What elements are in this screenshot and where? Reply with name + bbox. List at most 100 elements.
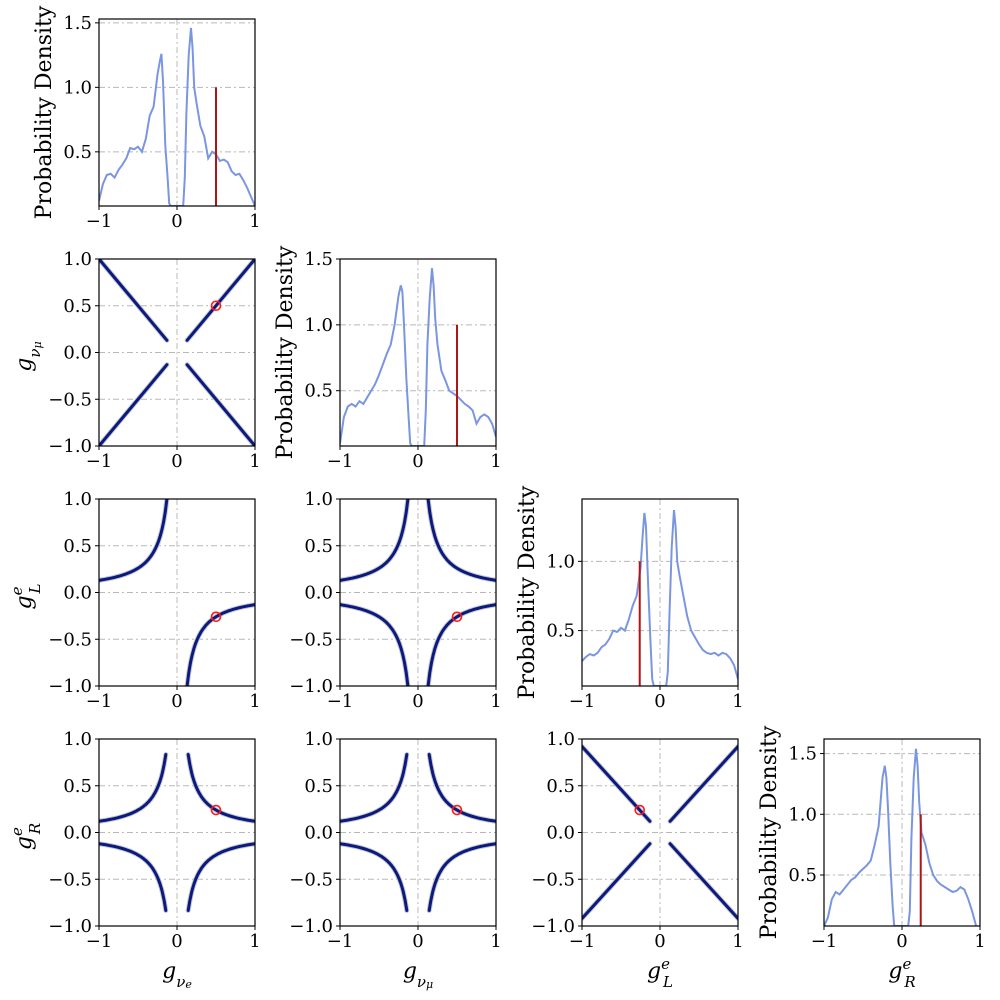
ytick-label: 1.0 [63,249,92,270]
posterior-curve [426,603,496,686]
posterior-curve [99,259,169,342]
xtick-label: 1 [732,931,743,952]
xtick-label: 0 [171,451,182,472]
xtick-label: 1 [732,691,743,712]
xtick-label: −1 [569,931,596,952]
ytick-label: −0.5 [48,629,92,650]
ytick-label: 0.5 [63,142,92,163]
label-base: g [12,595,37,609]
panel-gnue-vs-gRe: −1.0 −0.5 0.0 0.5 1.0 −1 0 1 geR [8,729,261,952]
posterior-curve [185,363,255,446]
ytick-label: 1.0 [546,729,575,750]
ytick-label: 0.5 [304,776,333,797]
ytick-label: 1.5 [304,249,333,270]
panel-gLe-vs-gRe: −1.0 −0.5 0.0 0.5 1.0 −1 0 1 [531,729,743,952]
posterior-curve [340,499,410,582]
label-sup: e [902,955,911,973]
label-base: g [12,358,37,372]
xtick-label: −1 [86,931,113,952]
gRe-axis-label: geR [8,823,44,850]
ytick-label: 0.5 [546,776,575,797]
ytick-label: −1.0 [531,916,575,937]
kde-curve [99,27,255,206]
ytick-label: 1.5 [63,13,92,34]
ytick-label: 1.5 [788,744,817,765]
posterior-spread [340,602,411,686]
xtick-label: −1 [811,931,838,952]
ytick-label: 1.0 [546,551,575,572]
truth-marker [451,804,463,816]
xtick-label: −1 [327,931,354,952]
ytick-label: 0.0 [546,823,575,844]
ytick-label: 1.0 [63,489,92,510]
ytick-label: 1.0 [788,804,817,825]
xtick-label: 1 [249,211,260,232]
truth-marker [210,300,222,312]
gnumu-axis-label: gνμ [403,959,433,991]
ytick-label: 1.0 [63,77,92,98]
label-sub: ν [417,973,426,991]
ytick-label: 1.0 [304,489,333,510]
label-sub: R [903,973,915,991]
xtick-label: −1 [327,691,354,712]
ytick-label: 0.0 [304,583,333,604]
xtick-label: 1 [249,691,260,712]
posterior-curve [582,842,652,920]
panel-gnue-vs-gnumu: −1.0 −0.5 0.0 0.5 1.0 −1 0 1 gνμ [12,249,261,472]
posterior-spread [340,499,411,583]
posterior-curve [340,603,410,686]
ytick-label: 0.0 [63,583,92,604]
ytick-label: 0.5 [304,381,333,402]
kde-curve [824,748,978,926]
truth-marker [210,804,222,816]
panel-diag-gnue: 0.5 1.0 1.5 −1 0 1 Probability Density [32,5,261,232]
xtick-label: −1 [569,691,596,712]
posterior-curve [99,842,168,912]
ytick-label: −1.0 [289,916,333,937]
ytick-label: −1.0 [48,916,92,937]
xtick-label: 0 [412,451,423,472]
ytick-label: 1.0 [304,315,333,336]
posterior-curve [99,499,169,582]
xtick-label: 1 [249,931,260,952]
diag-ylabel: Probability Density [757,725,782,939]
xtick-label: 1 [490,931,501,952]
label-subsub: μ [31,341,44,348]
xtick-label: 0 [654,931,665,952]
posterior-curve [186,753,255,823]
label-base: g [12,836,37,850]
xtick-label: −1 [86,451,113,472]
xtick-label: 0 [896,931,907,952]
label-sup: e [8,827,26,836]
panel-diag-gRe: 0.5 1.0 1.5 −1 0 1 Probability Density [757,725,986,952]
ytick-label: −0.5 [48,389,92,410]
label-sub: ν [26,348,44,357]
posterior-curve [582,745,652,823]
ytick-label: 0.0 [63,343,92,364]
gnue-axis-label: gνe [162,959,192,991]
xtick-label: 0 [654,691,665,712]
posterior-spread [99,499,170,583]
panel-diag-gnumu: 0.5 1.0 1.5 −1 0 1 Probability Density [273,245,502,472]
ytick-label: 0.0 [304,823,333,844]
xtick-label: 1 [249,451,260,472]
xtick-label: −1 [327,451,354,472]
posterior-curve [340,842,409,912]
panel-gnumu-vs-gLe: −1.0 −0.5 0.0 0.5 1.0 −1 0 1 [289,489,501,712]
ytick-label: 0.5 [304,536,333,557]
ytick-label: 1.0 [63,729,92,750]
diag-ylabel: Probability Density [32,5,57,219]
panel-diag-gLe: 0.5 1.0 −1 0 1 Probability Density [515,485,744,712]
posterior-curve [668,745,738,823]
xtick-label: 0 [412,931,423,952]
label-subsub: μ [426,978,433,991]
posterior-curve [185,603,255,686]
kde-curve [582,510,738,686]
ytick-label: −1.0 [289,676,333,697]
ytick-label: 0.5 [546,621,575,642]
panel-gnue-vs-gLe: −1.0 −0.5 0.0 0.5 1.0 −1 0 1 geL [8,489,261,712]
label-base: g [162,959,176,984]
label-sub: L [26,583,44,594]
